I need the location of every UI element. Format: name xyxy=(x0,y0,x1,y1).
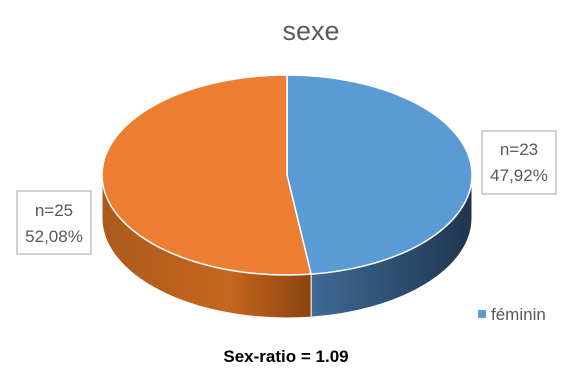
slice-other xyxy=(101,74,313,276)
slice-feminin xyxy=(286,74,473,275)
data-label-percent: 47,92% xyxy=(490,166,548,185)
legend-swatch-feminin xyxy=(478,310,486,318)
data-label-box xyxy=(481,130,557,195)
data-label-count: n=23 xyxy=(500,140,538,159)
sex-ratio-footnote: Sex-ratio = 1.09 xyxy=(223,347,348,366)
pie-tops xyxy=(101,74,473,276)
chart-title: sexe xyxy=(282,16,339,46)
data-label-feminin: n=23 47,92% xyxy=(481,130,557,195)
legend: féminin xyxy=(478,305,546,324)
data-label-count: n=25 xyxy=(35,201,73,220)
data-label-box xyxy=(16,190,92,255)
data-label-other: n=25 52,08% xyxy=(16,190,92,255)
data-label-percent: 52,08% xyxy=(25,227,83,246)
legend-label-feminin: féminin xyxy=(491,305,546,324)
